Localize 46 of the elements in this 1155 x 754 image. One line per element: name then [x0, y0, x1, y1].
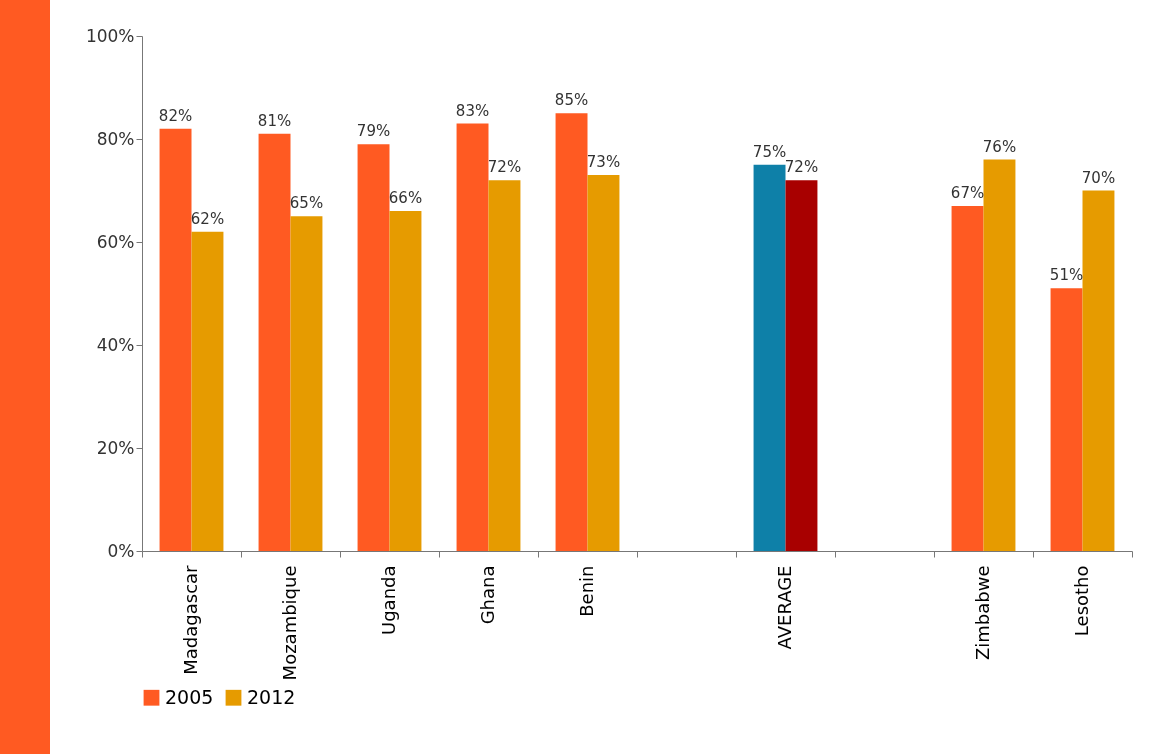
y-tick-label: 60% — [96, 231, 135, 252]
x-tick-label: Benin — [576, 565, 597, 617]
bar — [983, 159, 1016, 551]
bar — [456, 123, 489, 551]
bar — [488, 180, 521, 551]
data-label: 75% — [752, 142, 787, 161]
x-tick-label: Mozambique — [279, 565, 300, 681]
x-tick-label: AVERAGE — [774, 565, 795, 650]
data-label: 72% — [487, 158, 522, 177]
data-label: 85% — [554, 91, 589, 110]
data-label: 66% — [388, 189, 423, 208]
data-label: 72% — [784, 158, 819, 177]
bar — [753, 164, 786, 551]
x-tick-label: Zimbabwe — [972, 565, 993, 661]
data-label: 83% — [455, 101, 490, 120]
data-label: 65% — [289, 194, 324, 213]
bar — [389, 211, 422, 551]
bar — [1082, 190, 1115, 551]
y-tick-label: 20% — [96, 437, 135, 458]
bar — [290, 216, 323, 551]
bar — [258, 133, 291, 551]
y-tick-label: 0% — [107, 540, 135, 561]
x-tick-label: Lesotho — [1071, 565, 1092, 637]
x-tick-label: Uganda — [378, 565, 399, 635]
data-label: 82% — [158, 106, 193, 125]
x-tick-label: Ghana — [477, 565, 498, 625]
data-label: 73% — [586, 153, 621, 172]
bar — [951, 205, 984, 551]
bar — [555, 113, 588, 551]
y-tick-label: 40% — [96, 334, 135, 355]
y-tick-label: 80% — [96, 128, 135, 149]
legend-label: 2005 — [165, 685, 214, 708]
data-label: 70% — [1081, 168, 1116, 187]
y-tick-label: 100% — [85, 25, 135, 46]
bar — [159, 128, 192, 551]
bar — [785, 180, 818, 551]
x-tick-label: Madagascar — [180, 564, 201, 675]
data-label: 79% — [356, 122, 391, 141]
legend-label: 2012 — [247, 685, 296, 708]
bar — [191, 231, 224, 551]
data-label: 62% — [190, 209, 225, 228]
data-label: 81% — [257, 111, 292, 130]
bar — [587, 175, 620, 551]
data-label: 76% — [982, 137, 1017, 156]
bar — [357, 144, 390, 551]
bar — [1050, 288, 1083, 551]
